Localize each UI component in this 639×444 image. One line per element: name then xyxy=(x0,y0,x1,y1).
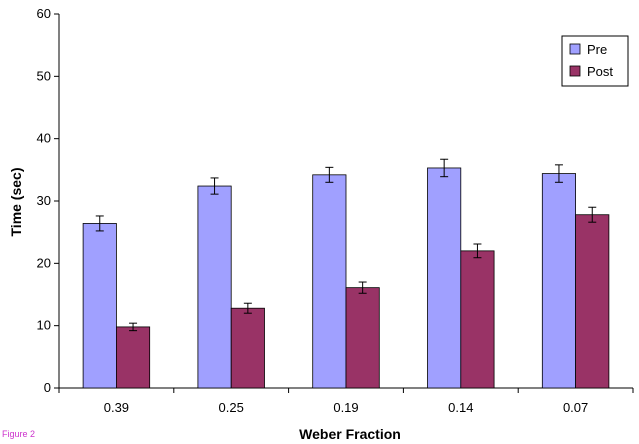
legend-swatch-post xyxy=(569,65,581,77)
x-axis-title: Weber Fraction xyxy=(299,426,401,442)
y-tick-label: 60 xyxy=(37,6,51,21)
bar-pre xyxy=(427,167,462,389)
bar-post xyxy=(575,214,610,389)
legend-swatch-pre xyxy=(569,43,581,55)
y-tick-label: 30 xyxy=(37,193,51,208)
y-tick-label: 0 xyxy=(44,380,51,395)
figure-label: Figure 2 xyxy=(2,429,36,439)
bar-post xyxy=(345,287,380,389)
y-tick-label: 40 xyxy=(37,131,51,146)
y-tick-label: 20 xyxy=(37,255,51,270)
x-tick-label: 0.25 xyxy=(219,400,244,415)
legend-label-pre: Pre xyxy=(587,42,607,57)
bars xyxy=(82,158,610,389)
x-tick-label: 0.19 xyxy=(333,400,358,415)
bar-pre xyxy=(541,173,576,389)
axes xyxy=(54,13,634,393)
bar-post xyxy=(230,307,265,389)
x-tick-label: 0.07 xyxy=(563,400,588,415)
bar-post xyxy=(460,250,495,389)
legend: Pre Post xyxy=(561,35,629,87)
x-tick-label: 0.14 xyxy=(448,400,473,415)
legend-label-post: Post xyxy=(587,64,613,79)
tick-labels: 0 10 20 30 40 50 60 0.39 0.25 0.19 0.14 0.07 xyxy=(37,6,589,415)
x-tick-label: 0.39 xyxy=(104,400,129,415)
bar-pre xyxy=(82,223,117,389)
y-tick-label: 50 xyxy=(37,68,51,83)
bar-post xyxy=(116,326,151,389)
y-tick-label: 10 xyxy=(37,318,51,333)
y-axis-title: Time (sec) xyxy=(8,168,24,237)
bar-pre xyxy=(197,185,232,389)
bar-pre xyxy=(312,174,347,389)
